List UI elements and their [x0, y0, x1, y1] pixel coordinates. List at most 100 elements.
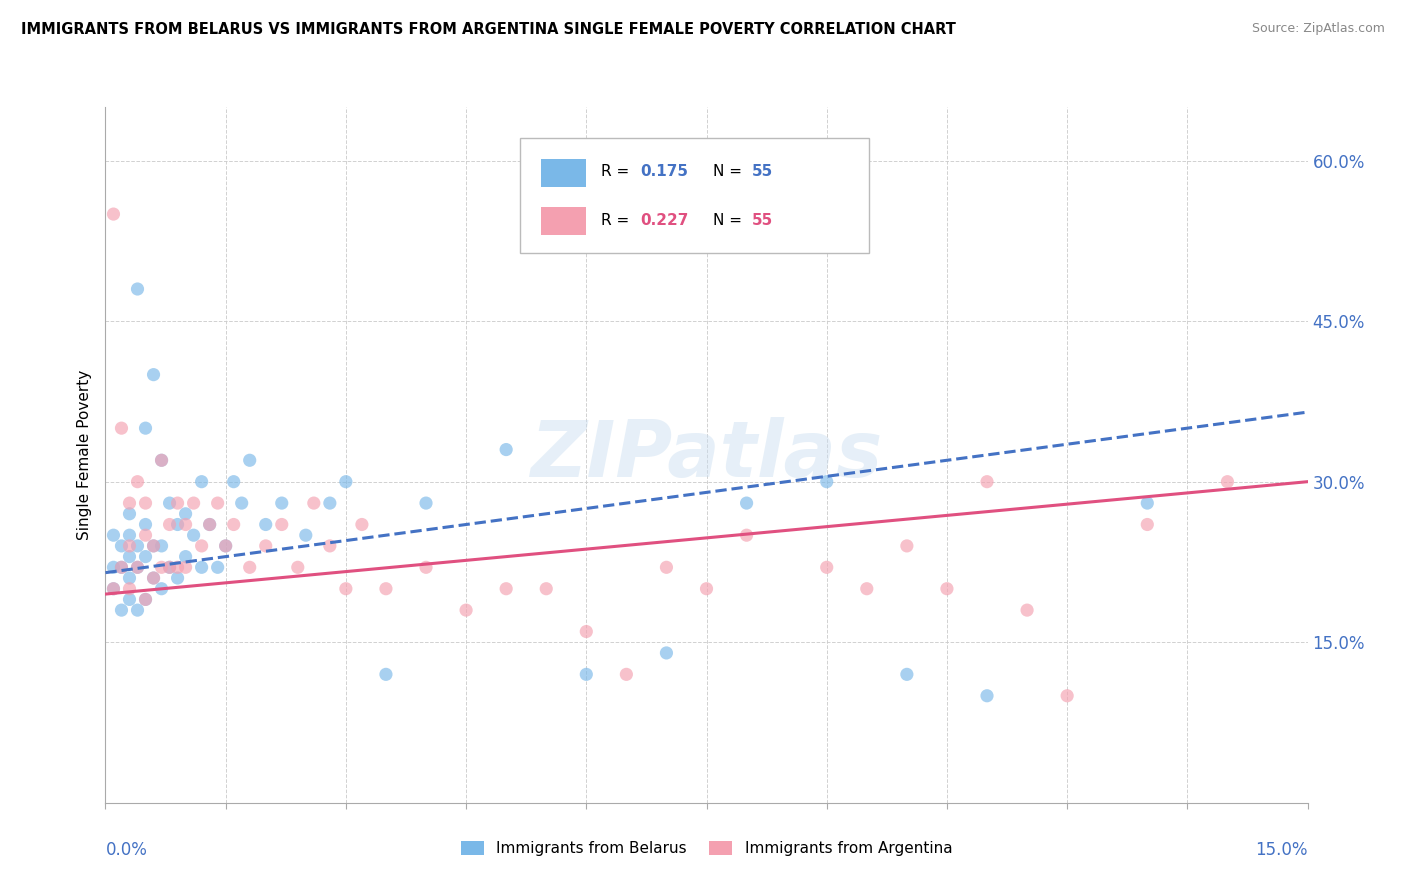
Point — [495, 442, 517, 457]
Point — [575, 624, 598, 639]
Point — [166, 560, 188, 574]
Point — [135, 592, 157, 607]
Point — [110, 560, 132, 574]
Point — [174, 560, 197, 574]
Point — [295, 528, 318, 542]
Point — [254, 539, 277, 553]
Point — [207, 496, 229, 510]
Text: 0.227: 0.227 — [640, 212, 689, 227]
Point — [207, 560, 229, 574]
Point — [118, 528, 141, 542]
Point — [135, 517, 157, 532]
Point — [575, 667, 598, 681]
Point — [135, 496, 157, 510]
Point — [616, 667, 638, 681]
Point — [110, 560, 132, 574]
Point — [118, 496, 141, 510]
Point — [936, 582, 959, 596]
Point — [127, 560, 149, 574]
Point — [350, 517, 373, 532]
Point — [103, 560, 125, 574]
Text: ZIPatlas: ZIPatlas — [530, 417, 883, 493]
Point — [239, 453, 262, 467]
Point — [735, 496, 758, 510]
Point — [150, 560, 173, 574]
Point — [319, 496, 342, 510]
Point — [335, 475, 357, 489]
Point — [118, 571, 141, 585]
Point — [127, 539, 149, 553]
Point — [190, 475, 212, 489]
Text: IMMIGRANTS FROM BELARUS VS IMMIGRANTS FROM ARGENTINA SINGLE FEMALE POVERTY CORRE: IMMIGRANTS FROM BELARUS VS IMMIGRANTS FR… — [21, 22, 956, 37]
Point — [655, 560, 678, 574]
Text: 0.175: 0.175 — [640, 164, 689, 179]
Point — [198, 517, 221, 532]
Point — [159, 560, 181, 574]
Point — [142, 539, 165, 553]
Point — [222, 517, 245, 532]
Text: 55: 55 — [752, 212, 773, 227]
Point — [190, 560, 212, 574]
Point — [118, 507, 141, 521]
Point — [110, 421, 132, 435]
Point — [174, 549, 197, 564]
Point — [142, 539, 165, 553]
Point — [150, 453, 173, 467]
Point — [127, 603, 149, 617]
Point — [150, 453, 173, 467]
Point — [103, 582, 125, 596]
Point — [1056, 689, 1078, 703]
Point — [110, 539, 132, 553]
Point — [150, 582, 173, 596]
Point — [374, 667, 398, 681]
Text: N =: N = — [713, 212, 747, 227]
Y-axis label: Single Female Poverty: Single Female Poverty — [77, 370, 93, 540]
Point — [335, 582, 357, 596]
Point — [142, 368, 165, 382]
Point — [135, 528, 157, 542]
Point — [815, 560, 838, 574]
Point — [159, 517, 181, 532]
FancyBboxPatch shape — [520, 138, 869, 253]
Point — [415, 560, 437, 574]
Point — [1136, 517, 1159, 532]
Point — [103, 207, 125, 221]
Point — [166, 496, 188, 510]
Point — [239, 560, 262, 574]
Point — [374, 582, 398, 596]
Point — [142, 571, 165, 585]
Point — [495, 582, 517, 596]
Point — [118, 582, 141, 596]
Bar — [541, 208, 586, 235]
Point — [735, 528, 758, 542]
Point — [1017, 603, 1039, 617]
Point — [127, 560, 149, 574]
Point — [118, 592, 141, 607]
Point — [166, 517, 188, 532]
Point — [1136, 496, 1159, 510]
Point — [135, 549, 157, 564]
Point — [254, 517, 277, 532]
Point — [214, 539, 236, 553]
Point — [190, 539, 212, 553]
Point — [150, 539, 173, 553]
Point — [214, 539, 236, 553]
Point — [183, 496, 205, 510]
Point — [166, 571, 188, 585]
Point — [287, 560, 309, 574]
Point — [855, 582, 877, 596]
Point — [976, 689, 998, 703]
Text: 55: 55 — [752, 164, 773, 179]
Point — [976, 475, 998, 489]
Point — [127, 282, 149, 296]
Point — [135, 421, 157, 435]
Point — [231, 496, 253, 510]
Point — [896, 667, 918, 681]
Point — [534, 582, 557, 596]
Point — [302, 496, 325, 510]
Point — [815, 475, 838, 489]
Point — [103, 582, 125, 596]
Text: R =: R = — [600, 212, 634, 227]
Legend: Immigrants from Belarus, Immigrants from Argentina: Immigrants from Belarus, Immigrants from… — [461, 841, 952, 856]
Point — [1216, 475, 1239, 489]
